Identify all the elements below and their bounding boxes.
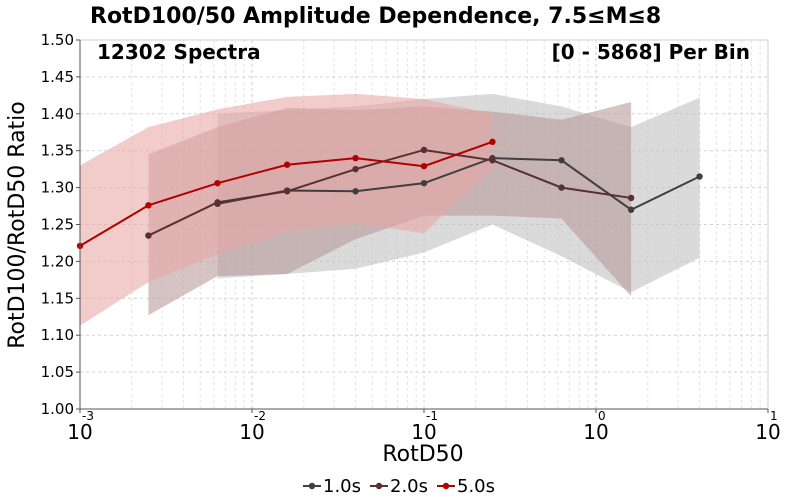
y-tick-label: 1.30 bbox=[41, 179, 74, 197]
legend-label-1-0s: 1.0s bbox=[323, 476, 361, 497]
data-point-2-0s bbox=[420, 146, 428, 154]
x-tick-exponent: -1 bbox=[426, 409, 438, 423]
legend-marker-5-0s bbox=[442, 482, 450, 490]
data-point-2-0s bbox=[558, 184, 565, 191]
y-tick-label: 1.40 bbox=[41, 105, 74, 123]
legend-marker-2-0s bbox=[375, 482, 383, 490]
y-tick-label: 1.10 bbox=[41, 326, 74, 344]
x-tick-exponent: -3 bbox=[82, 409, 94, 423]
x-tick-label: 10 bbox=[583, 420, 608, 444]
legend-label-2-0s: 2.0s bbox=[390, 476, 428, 497]
series-line-1-0s bbox=[217, 157, 700, 211]
data-point-2-0s bbox=[627, 194, 635, 202]
data-point-1-0s bbox=[420, 179, 428, 187]
x-tick-exponent: -2 bbox=[254, 409, 266, 423]
x-tick-exponent: 0 bbox=[598, 409, 606, 423]
data-point-1-0s bbox=[558, 157, 565, 164]
data-point-2-0s bbox=[145, 232, 152, 239]
spectra-count-annotation: 12302 Spectra bbox=[97, 40, 261, 64]
data-point-5-0s bbox=[145, 202, 152, 209]
legend-label-5-0s: 5.0s bbox=[457, 476, 495, 497]
y-tick-label: 1.25 bbox=[41, 216, 74, 234]
data-point-1-0s bbox=[352, 188, 359, 195]
band-5-0s bbox=[80, 93, 493, 326]
legend-marker-1-0s bbox=[308, 482, 316, 490]
y-tick-label: 1.15 bbox=[41, 289, 74, 307]
series-line-2-0s bbox=[148, 148, 632, 237]
data-point-1-0s bbox=[627, 206, 635, 213]
data-point-2-0s bbox=[489, 157, 496, 164]
x-tick-exponent: 1 bbox=[770, 409, 778, 423]
data-point-2-0s bbox=[283, 188, 291, 195]
data-point-2-0s bbox=[352, 165, 359, 173]
chart-legend: 1.0s 2.0s 5.0s bbox=[303, 476, 495, 497]
data-point-5-0s bbox=[352, 154, 359, 162]
chart-title: RotD100/50 Amplitude Dependence, 7.5≤M≤8 bbox=[90, 4, 661, 29]
x-axis-label: RotD50 bbox=[382, 442, 463, 467]
data-point-1-0s bbox=[696, 173, 703, 180]
y-tick-label: 1.35 bbox=[41, 142, 74, 160]
x-tick-label: 10 bbox=[755, 420, 780, 444]
y-tick-label: 1.45 bbox=[41, 68, 74, 86]
x-tick-label: 10 bbox=[239, 420, 264, 444]
data-point-5-0s bbox=[283, 161, 291, 168]
x-tick-label: 10 bbox=[411, 420, 436, 444]
plot-area: 1.00 1.05 1.10 1.15 1.20 1.25 1.30 1.35 1.40 1.45… bbox=[41, 31, 781, 444]
per-bin-annotation: [0 - 5868] Per Bin bbox=[552, 40, 750, 64]
data-point-5-0s bbox=[489, 138, 496, 146]
y-axis-label: RotD100/RotD50 Ratio bbox=[5, 101, 30, 349]
y-tick-label: 1.50 bbox=[41, 31, 74, 49]
data-point-5-0s bbox=[214, 179, 221, 187]
data-point-5-0s bbox=[420, 162, 428, 170]
y-tick-label: 1.20 bbox=[41, 252, 74, 270]
x-tick-label: 10 bbox=[67, 420, 92, 444]
data-point-2-0s bbox=[214, 199, 221, 206]
y-tick-label: 1.00 bbox=[41, 400, 74, 418]
y-tick-label: 1.05 bbox=[41, 363, 74, 381]
